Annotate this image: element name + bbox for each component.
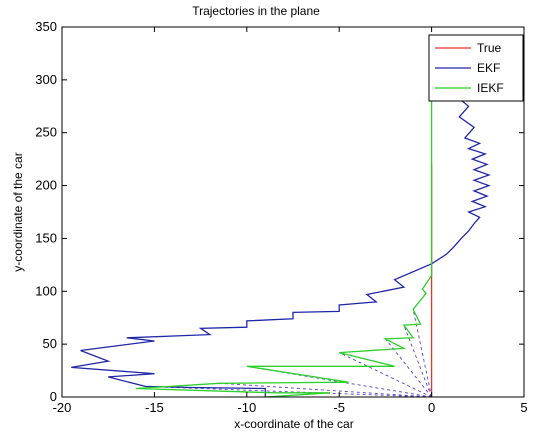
legend-label: True (477, 41, 502, 55)
series-layer (71, 64, 491, 398)
x-tick-label: 5 (520, 400, 527, 415)
dashed-ray (339, 352, 432, 398)
y-tick-label: 200 (35, 178, 57, 193)
legend-label: IEKF (477, 81, 504, 95)
legend-label: EKF (477, 61, 500, 75)
y-tick-label: 300 (35, 72, 57, 87)
y-tick-label: 250 (35, 125, 57, 140)
y-tick-label: 50 (43, 336, 57, 351)
x-axis-label: x-coordinate of the car (234, 417, 353, 431)
x-tick-label: -20 (53, 400, 72, 415)
series-line-iekf (135, 64, 433, 398)
x-tick-label: -15 (145, 400, 164, 415)
x-tick-label: -5 (333, 400, 345, 415)
y-axis-label: y-coordinate of the car (11, 152, 25, 271)
x-tick-label: -10 (237, 400, 256, 415)
y-tick-label: 150 (35, 230, 57, 245)
series-line-ekf (71, 95, 491, 397)
x-tick-label: 0 (428, 400, 435, 415)
y-tick-label: 100 (35, 283, 57, 298)
chart-title: Trajectories in the plane (192, 4, 320, 18)
legend: True EKF IEKF (428, 34, 524, 102)
y-tick-label: 350 (35, 19, 57, 34)
plot-frame (61, 26, 525, 398)
dashed-ray (403, 324, 433, 398)
y-tick-label: 0 (50, 389, 57, 404)
